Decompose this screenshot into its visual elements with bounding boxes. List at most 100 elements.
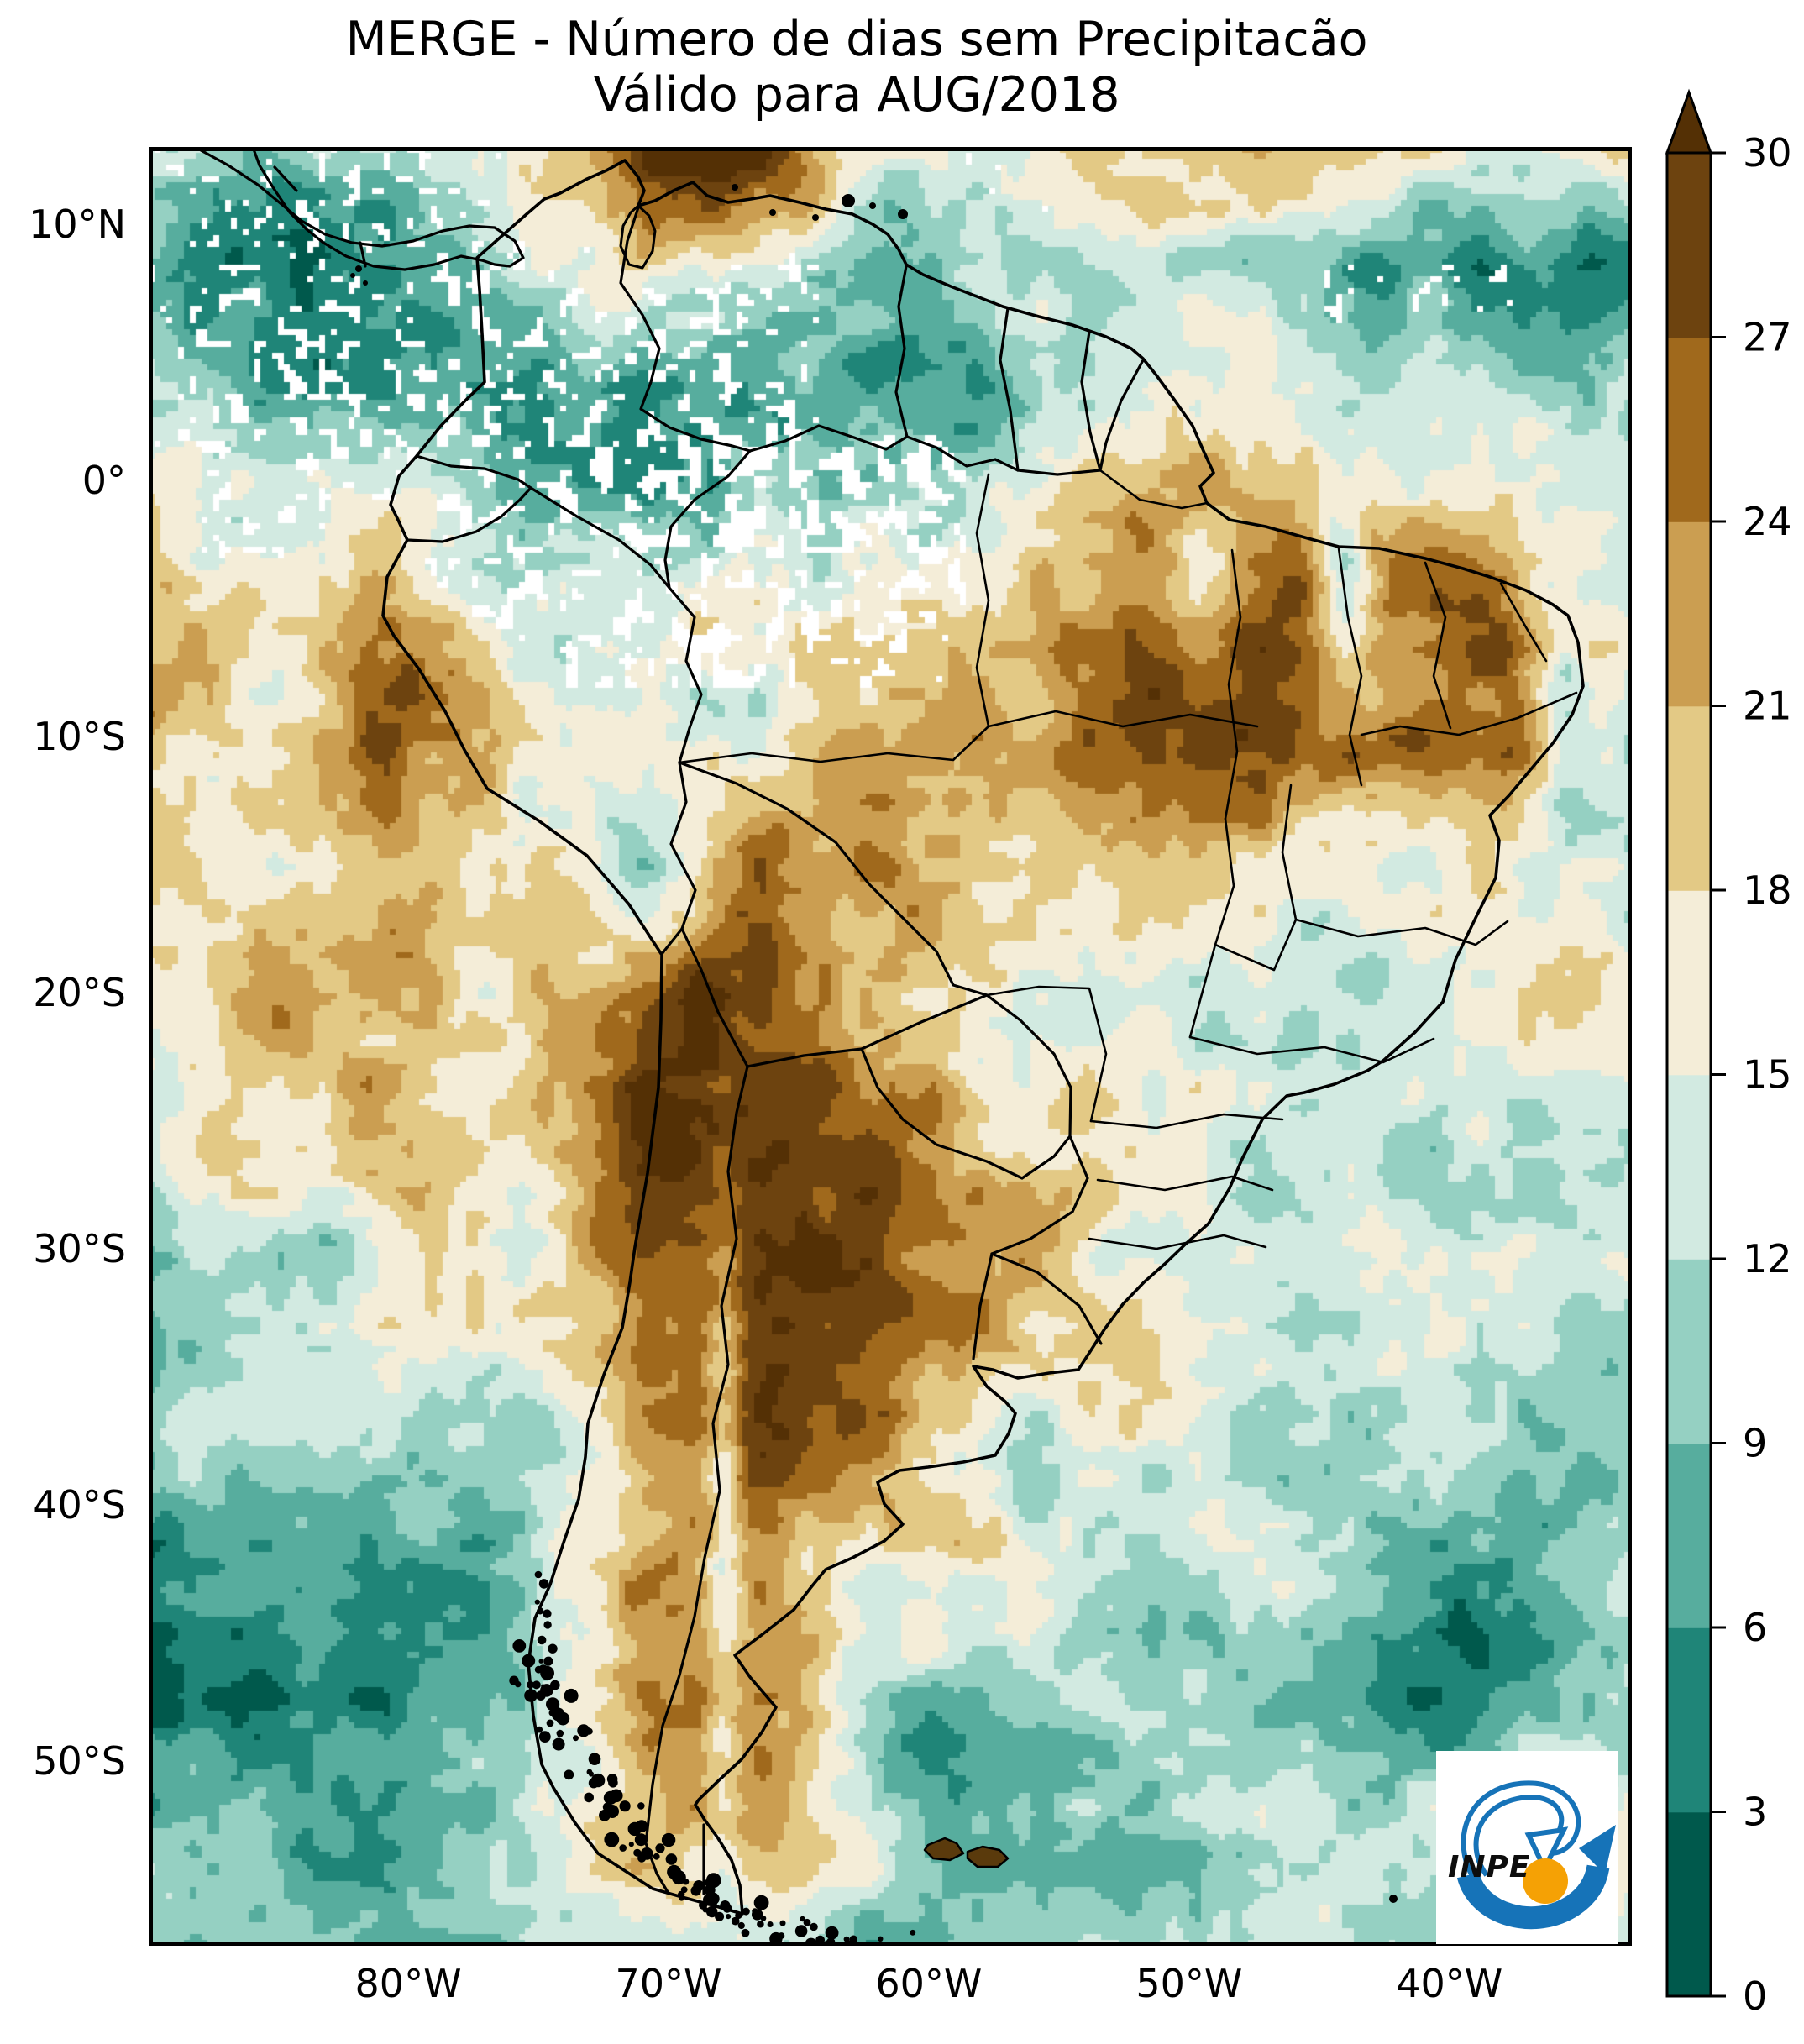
- country-border: [619, 206, 752, 453]
- fjord-texture-dot: [703, 1894, 716, 1906]
- latitude-tick-label: 50°S: [33, 1738, 126, 1785]
- fjord-texture-dot: [661, 1832, 676, 1847]
- longitude-tick-label: 70°W: [615, 1961, 722, 2006]
- fjord-texture-dot: [604, 1832, 620, 1847]
- country-border: [860, 1047, 1072, 1180]
- longitude-tick-label: 60°W: [875, 1961, 983, 2006]
- fjord-texture-dot: [541, 1684, 545, 1689]
- country-border: [406, 486, 532, 543]
- fjord-texture-dot: [556, 1729, 564, 1737]
- fjord-texture-dot: [548, 1643, 558, 1654]
- colorbar-tick-label: 15: [1743, 1052, 1792, 1098]
- fjord-texture-dot: [655, 1843, 665, 1853]
- colorbar-segment: [1667, 521, 1711, 707]
- country-border: [660, 927, 684, 956]
- longitude-tick-label: 40°W: [1396, 1961, 1503, 2006]
- central-america-coast: [273, 165, 298, 192]
- colorbar-segment: [1667, 705, 1711, 891]
- fjord-texture-dot: [825, 1926, 839, 1940]
- fjord-texture-dot: [599, 1809, 611, 1821]
- country-borders-overlay: [149, 147, 1632, 1946]
- state-border: [1424, 561, 1452, 730]
- colorbar: 0 3 6 9 12 15 18 21 24 27 30: [1665, 88, 1792, 2015]
- state-border: [1337, 547, 1363, 787]
- fjord-texture-dot: [606, 1774, 618, 1785]
- fjord-texture-dot: [515, 1680, 522, 1688]
- colorbar-segment: [1667, 337, 1711, 522]
- country-border: [860, 993, 989, 1051]
- fjord-texture-dot: [536, 1726, 543, 1733]
- fjord-texture-dot: [757, 1920, 764, 1928]
- map-title: MERGE - Número de dias sem Precipitacão: [345, 12, 1368, 67]
- fjord-texture-dot: [753, 1895, 769, 1910]
- colorbar-tick-label: 9: [1743, 1421, 1767, 1466]
- country-border: [746, 1047, 863, 1068]
- fjord-texture-dot: [810, 1922, 818, 1931]
- state-border: [678, 725, 990, 764]
- fjord-texture-dot: [741, 1928, 750, 1937]
- state-border: [1188, 817, 1235, 1039]
- colorbar-tick-label: 21: [1743, 684, 1792, 729]
- fjord-texture-dot: [603, 1790, 618, 1805]
- colorbar-segment: [1667, 1443, 1711, 1628]
- central-america-coast: [193, 147, 525, 268]
- country-border: [990, 1252, 1103, 1345]
- fjord-texture-dot: [590, 1773, 606, 1788]
- fjord-texture-dot: [564, 1769, 574, 1780]
- fjord-texture-dot: [619, 1800, 631, 1812]
- country-border: [1080, 330, 1102, 472]
- island-dot: [355, 265, 362, 272]
- fjord-texture-dot: [690, 1885, 701, 1896]
- country-border: [972, 1252, 994, 1360]
- fjord-texture-dot: [556, 1711, 570, 1726]
- country-border: [999, 307, 1020, 472]
- colorbar-tick-label: 3: [1743, 1790, 1767, 1835]
- island-dot: [869, 202, 876, 209]
- fjord-texture-dot: [665, 1853, 678, 1865]
- fjord-texture-dot: [767, 1921, 774, 1927]
- fjord-texture-dot: [634, 1833, 648, 1847]
- fjord-texture-dot: [682, 1878, 690, 1885]
- fjord-texture-dot: [679, 1895, 684, 1901]
- island-dot: [350, 273, 355, 278]
- fjord-texture-dot: [794, 1925, 808, 1937]
- island-dot: [732, 184, 738, 191]
- colorbar-segment: [1667, 153, 1711, 338]
- fjord-texture-dot: [910, 1929, 916, 1936]
- fjord-texture-dot: [543, 1621, 552, 1629]
- fjord-texture-dot: [752, 1908, 758, 1915]
- fjord-texture-dot: [537, 1607, 544, 1615]
- country-border: [669, 761, 697, 930]
- fjord-texture-dot: [535, 1690, 546, 1701]
- lake-maracaibo-outline: [619, 204, 657, 270]
- state-border: [1294, 918, 1509, 946]
- state-border: [1188, 1035, 1435, 1064]
- fjord-texture-dot: [606, 1806, 612, 1812]
- state-border: [1096, 1175, 1274, 1192]
- fjord-texture-dot: [564, 1688, 579, 1703]
- longitude-tick-label: 50°W: [1135, 1961, 1243, 2006]
- map-frame: [149, 147, 1632, 1946]
- country-border: [663, 449, 752, 764]
- fjord-texture-dot: [800, 1916, 805, 1922]
- falkland-islands: [966, 1845, 1010, 1868]
- country-border: [990, 1135, 1089, 1255]
- fjord-texture-dot: [522, 1654, 536, 1668]
- fjord-texture-dot: [537, 1635, 547, 1645]
- colorbar-tick-label: 0: [1743, 1973, 1767, 2015]
- inpe-logo: INPE: [1436, 1751, 1618, 1944]
- fjord-texture-dot: [619, 1844, 627, 1852]
- fjord-texture-dot: [538, 1664, 548, 1674]
- fjord-texture-dot: [524, 1689, 538, 1702]
- fjord-texture-dot: [577, 1724, 590, 1737]
- colorbar-tick-label: 12: [1743, 1236, 1792, 1281]
- country-border: [748, 424, 1102, 476]
- colorbar-segment: [1667, 1627, 1711, 1813]
- island-dot: [898, 209, 908, 219]
- latitude-tick-label: 0°: [81, 457, 126, 503]
- fjord-texture-dot: [704, 1884, 716, 1896]
- latitude-tick-label: 10°S: [33, 713, 126, 759]
- inpe-swirl-arrow-icon: [1461, 1780, 1581, 1889]
- inpe-big-arrowhead-icon: [1579, 1825, 1616, 1874]
- fjord-texture-dot: [534, 1570, 543, 1579]
